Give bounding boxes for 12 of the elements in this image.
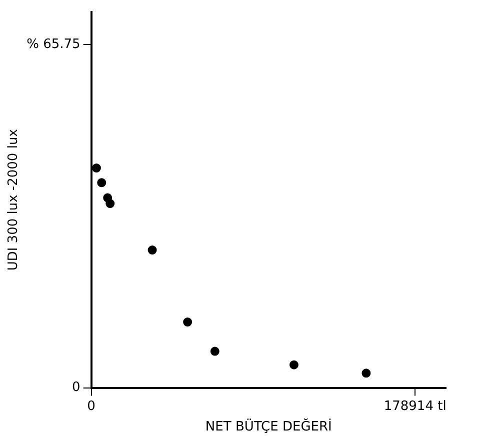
y-axis-title: UDI 300 lux -2000 lux <box>6 128 22 271</box>
point <box>97 178 106 188</box>
y-tick-label: % 65.75 <box>26 36 80 52</box>
x-axis-title: NET BÜTÇE DEĞERİ <box>205 418 332 435</box>
point <box>289 360 298 370</box>
point <box>362 368 371 378</box>
point <box>148 246 157 255</box>
point <box>210 346 220 356</box>
point <box>183 318 192 327</box>
point <box>92 164 101 173</box>
point <box>106 199 115 208</box>
x-tick-label: 178914 tl <box>384 398 446 414</box>
